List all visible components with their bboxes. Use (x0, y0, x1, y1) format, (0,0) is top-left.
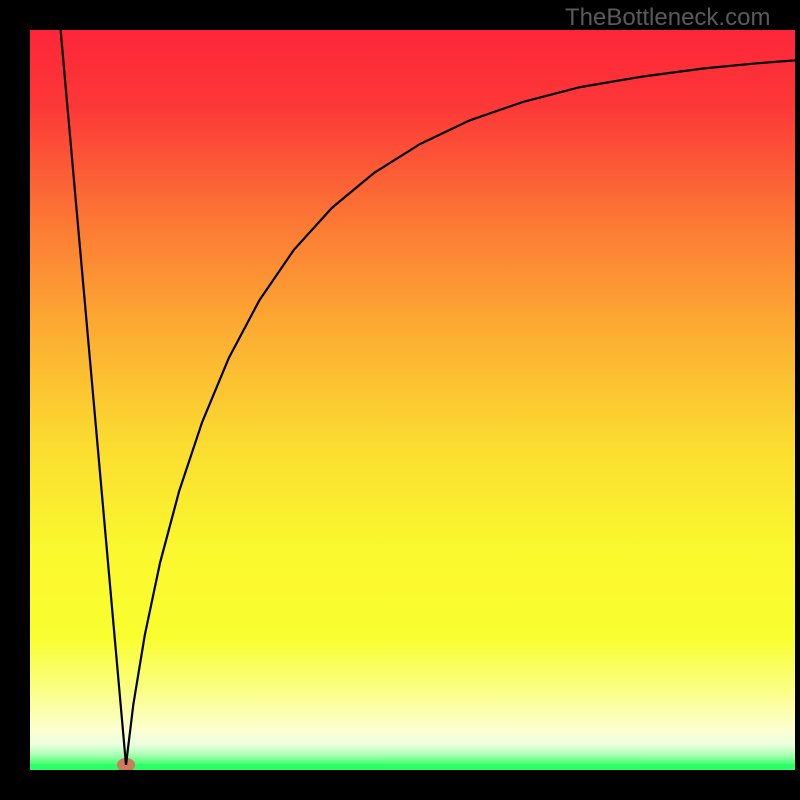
curve-right-branch (126, 60, 795, 764)
curve-layer (30, 30, 795, 770)
chart-container: { "chart": { "type": "line", "canvas": {… (0, 0, 800, 800)
attribution-text: TheBottleneck.com (565, 4, 770, 32)
curve-left-branch (61, 30, 126, 765)
plot-area (30, 30, 795, 770)
